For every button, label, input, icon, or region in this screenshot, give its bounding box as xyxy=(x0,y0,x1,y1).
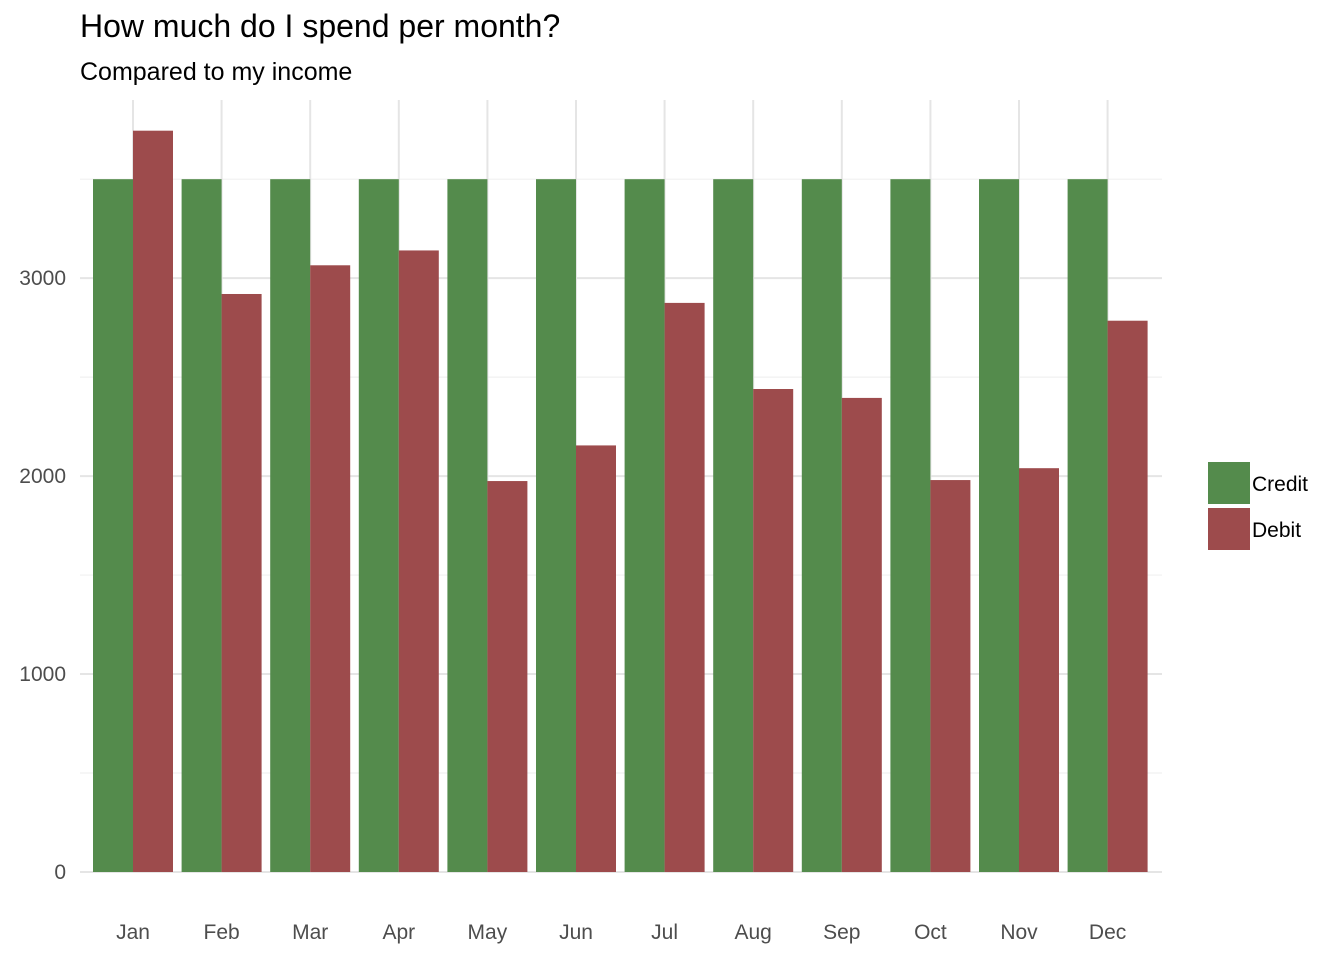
bar-debit-mar xyxy=(310,265,351,872)
bars xyxy=(93,130,1148,872)
bar-credit-dec xyxy=(1067,179,1108,872)
bar-debit-jan xyxy=(133,130,173,872)
x-tick-label: May xyxy=(468,921,508,944)
bar-credit-mar xyxy=(270,179,311,872)
legend: Credit Debit xyxy=(1208,462,1308,550)
bar-credit-jul xyxy=(624,179,665,872)
bar-credit-oct xyxy=(890,179,931,872)
bar-credit-apr xyxy=(358,179,399,872)
bar-credit-nov xyxy=(979,179,1019,872)
bar-credit-sep xyxy=(801,179,842,872)
x-tick-label: Dec xyxy=(1089,921,1126,944)
x-tick-label: Feb xyxy=(204,921,240,944)
bar-credit-aug xyxy=(713,179,754,872)
bar-debit-sep xyxy=(841,397,882,872)
y-tick-label: 2000 xyxy=(19,465,66,488)
y-tick-label: 3000 xyxy=(19,267,66,290)
legend-label-credit: Credit xyxy=(1252,473,1308,496)
bar-debit-apr xyxy=(398,250,439,872)
y-axis: 0 1000 2000 3000 xyxy=(19,267,66,884)
bar-debit-feb xyxy=(221,293,262,872)
bar-debit-may xyxy=(487,481,528,872)
bar-credit-feb xyxy=(181,179,222,872)
x-tick-label: Sep xyxy=(823,921,860,944)
legend-label-debit: Debit xyxy=(1252,519,1301,542)
x-tick-label: Aug xyxy=(735,921,772,944)
x-tick-label: Jul xyxy=(651,921,678,944)
chart-title: How much do I spend per month? xyxy=(80,8,561,44)
bar-credit-jan xyxy=(93,179,133,872)
bar-debit-jul xyxy=(664,302,705,872)
x-tick-label: Apr xyxy=(382,921,415,944)
legend-key-debit xyxy=(1208,508,1250,550)
bar-debit-nov xyxy=(1019,468,1059,872)
x-tick-label: Mar xyxy=(292,921,328,944)
x-tick-label: Jun xyxy=(559,921,593,944)
chart-subtitle: Compared to my income xyxy=(80,58,353,86)
y-tick-label: 0 xyxy=(54,861,66,884)
x-tick-label: Oct xyxy=(914,921,947,944)
bar-debit-dec xyxy=(1107,320,1148,872)
y-tick-label: 1000 xyxy=(19,663,66,686)
bar-credit-jun xyxy=(536,179,576,872)
x-tick-label: Jan xyxy=(116,921,150,944)
x-axis: Jan Feb Mar Apr May Jun Jul Aug Sep Oct Nov Dec xyxy=(116,921,1126,944)
bar-debit-jun xyxy=(576,445,616,872)
x-tick-label: Nov xyxy=(1000,921,1038,944)
bar-debit-aug xyxy=(753,389,794,872)
legend-key-credit xyxy=(1208,462,1250,504)
bar-credit-may xyxy=(447,179,488,872)
bar-debit-oct xyxy=(930,480,971,872)
